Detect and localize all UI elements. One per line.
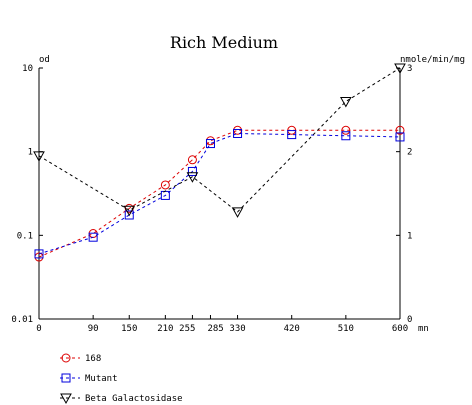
y2-tick-label: 0 [407, 315, 412, 325]
y-axis-label: od [39, 55, 50, 65]
legend-item: 168 [60, 353, 101, 364]
x-tick-label: 0 [36, 324, 41, 334]
series-2-point [287, 130, 297, 140]
x-tick-label: 90 [88, 324, 99, 334]
series-2-line [38, 132, 401, 255]
x-tick-label: 285 [207, 324, 223, 334]
series-3-point [231, 207, 244, 218]
x-tick-label: 600 [392, 324, 408, 334]
series-2-point [124, 210, 134, 220]
series-2-point [187, 166, 197, 176]
series-2-point [88, 232, 98, 242]
series-2-point [341, 131, 351, 141]
series-1-point [205, 136, 215, 146]
y2-tick-label: 3 [407, 64, 412, 74]
y-tick-label: 1 [28, 148, 33, 158]
legend-point [61, 353, 71, 363]
x-tick-label: 150 [121, 324, 137, 334]
series-1-point [187, 155, 197, 165]
legend-item: Mutant [60, 373, 118, 384]
series-3-point [186, 172, 199, 183]
series-1-line [38, 129, 400, 258]
series-2-point [233, 128, 243, 138]
y-tick-label: 0.1 [17, 231, 33, 241]
x-axis-unit-label: mn [418, 324, 429, 334]
x-tick-label: 210 [157, 324, 173, 334]
legend-point [61, 373, 71, 383]
series-3-line [38, 67, 401, 213]
series-1-point [341, 125, 351, 135]
x-tick-label: 255 [179, 324, 195, 334]
legend-label: Beta Galactosidase [85, 394, 183, 404]
y-tick-label: 10 [22, 64, 33, 74]
series-2 [34, 128, 405, 259]
legend-label: 168 [85, 354, 101, 364]
x-tick-label: 420 [284, 324, 300, 334]
y2-tick-label: 2 [407, 148, 412, 158]
chart-title: Rich Medium [170, 33, 278, 52]
series-3 [33, 63, 406, 218]
series-3-point [123, 205, 136, 217]
series-layer [33, 63, 406, 262]
series-2-point [205, 139, 215, 149]
series-3-point [33, 151, 45, 162]
legend-item: Beta Galactosidase [60, 393, 183, 405]
y-tick-label: 0.01 [11, 315, 33, 325]
y2-axis-label: nmole/min/mg [400, 55, 465, 65]
series-2-point [34, 249, 44, 259]
series-1-point [395, 125, 405, 135]
series-3-point [394, 63, 406, 75]
x-tick-label: 330 [229, 324, 245, 334]
y2-tick-label: 1 [407, 231, 412, 241]
x-tick-label: 510 [338, 324, 354, 334]
legend-label: Mutant [85, 374, 118, 384]
series-2-point [395, 132, 405, 142]
legend-point [60, 393, 72, 405]
legend: 168 Mutant Beta Galactosidase [60, 353, 183, 405]
series-1-point [160, 180, 170, 190]
series-3-point [340, 96, 352, 108]
